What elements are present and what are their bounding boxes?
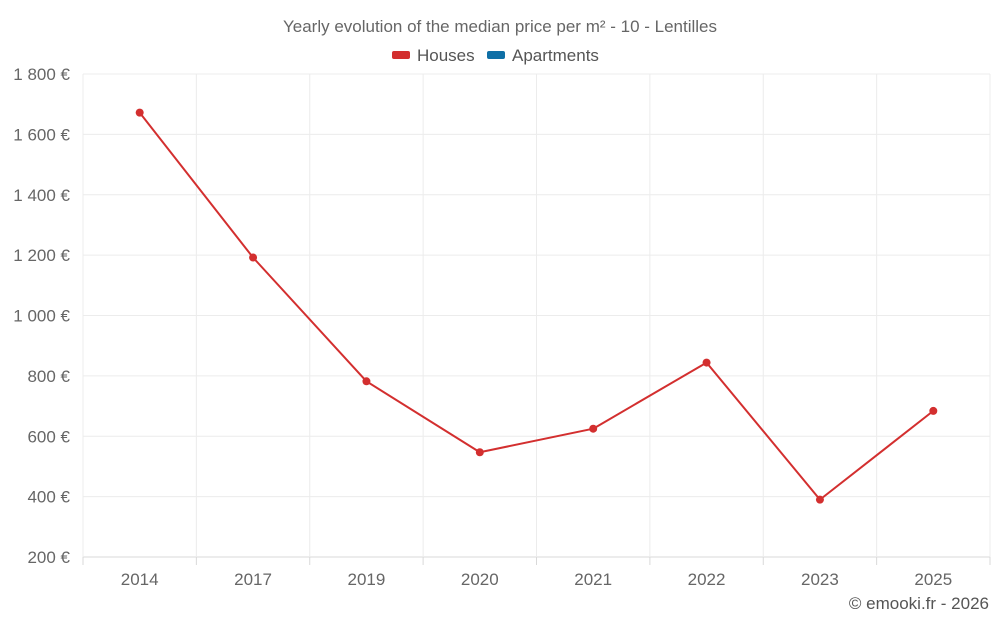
y-tick-label: 400 € (27, 488, 70, 507)
data-point (702, 358, 711, 367)
y-tick-label: 1 400 € (13, 186, 70, 205)
gridlines (82, 73, 991, 558)
series-houses (135, 108, 938, 504)
data-point (135, 108, 144, 117)
data-point (475, 448, 484, 457)
x-tick-label: 2014 (121, 570, 159, 589)
legend-item-houses[interactable]: Houses (392, 46, 475, 65)
y-tick-label: 1 200 € (13, 246, 70, 265)
x-tick-label: 2025 (914, 570, 952, 589)
x-tick-label: 2022 (688, 570, 726, 589)
x-tick-label: 2021 (574, 570, 612, 589)
series-line-houses (138, 112, 934, 501)
legend-swatch-apartments (487, 51, 505, 59)
y-tick-label: 1 600 € (13, 125, 70, 144)
x-axis: 2014 2017 2019 2020 2021 2022 2023 2025 (82, 557, 991, 589)
credit-text: © emooki.fr - 2026 (849, 594, 989, 613)
x-tick-label: 2020 (461, 570, 499, 589)
legend-swatch-houses (392, 51, 410, 59)
data-point (249, 253, 258, 262)
y-tick-label: 1 800 € (13, 65, 70, 84)
legend-label-apartments: Apartments (512, 46, 599, 65)
y-tick-label: 600 € (27, 427, 70, 446)
x-tick-label: 2019 (348, 570, 386, 589)
legend-item-apartments[interactable]: Apartments (487, 46, 599, 65)
data-point (362, 377, 371, 386)
chart-title: Yearly evolution of the median price per… (283, 17, 717, 36)
data-point (815, 495, 824, 504)
x-tick-label: 2017 (234, 570, 272, 589)
legend[interactable]: Houses Apartments (392, 46, 599, 65)
y-tick-label: 200 € (27, 548, 70, 567)
y-axis: 200 € 400 € 600 € 800 € 1 000 € 1 200 € 1 400 … (13, 65, 70, 567)
data-point (929, 406, 938, 415)
y-tick-label: 1 000 € (13, 307, 70, 326)
x-tick-label: 2023 (801, 570, 839, 589)
legend-label-houses: Houses (417, 46, 475, 65)
data-point (589, 424, 598, 433)
y-tick-label: 800 € (27, 367, 70, 386)
